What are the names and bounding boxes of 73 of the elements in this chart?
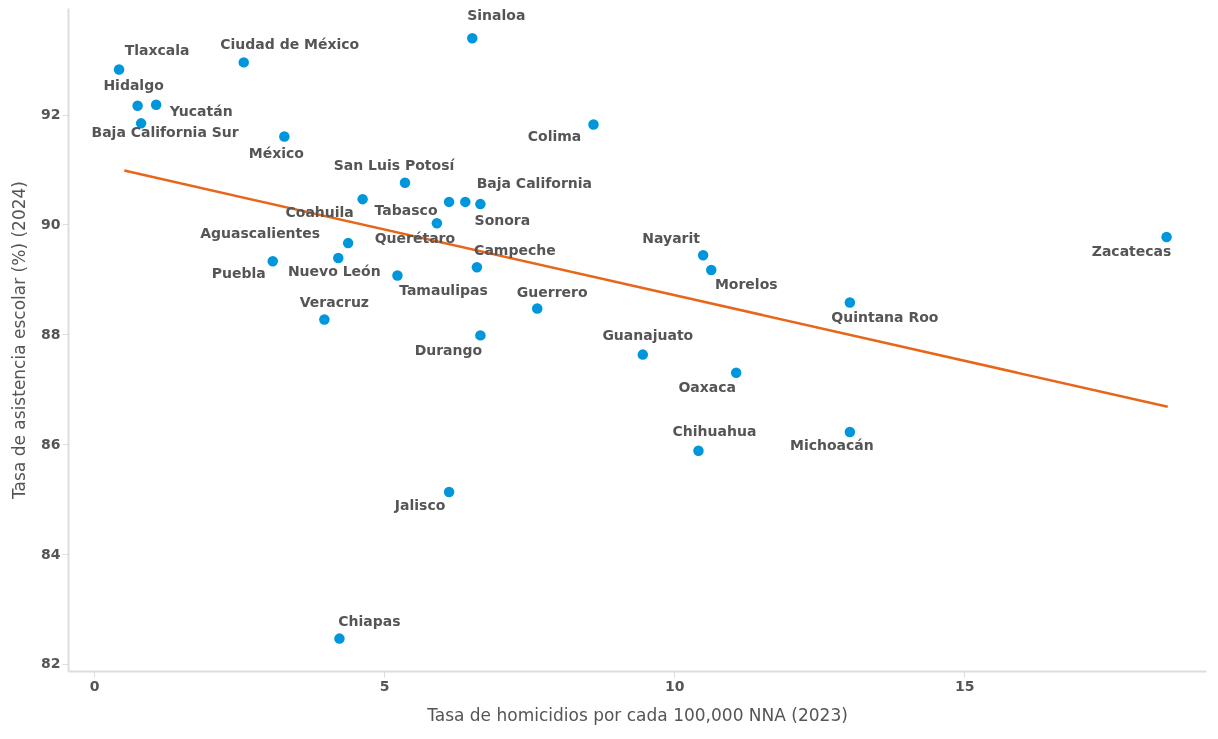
point <box>392 270 403 281</box>
annotation: Veracruz <box>299 294 369 311</box>
y-tick-label: 84 <box>41 545 61 562</box>
annotation: Ciudad de México <box>220 36 360 53</box>
annotation: Nayarit <box>642 230 701 247</box>
point <box>531 303 543 314</box>
annotation: Guerrero <box>516 284 589 301</box>
y-tick-label: 86 <box>41 435 61 452</box>
annotation: Baja California Sur <box>91 124 239 141</box>
annotation: México <box>248 144 305 161</box>
point <box>319 314 330 325</box>
x-tick-label: 0 <box>89 677 100 694</box>
y-axis-title: Tasa de asistencia escolar (%) (2024) <box>9 181 30 500</box>
y-tick-label: 90 <box>41 215 61 232</box>
annotation: Colima <box>527 128 582 145</box>
point <box>443 486 455 498</box>
point <box>693 445 704 456</box>
point <box>706 264 717 276</box>
annotation: Hidalgo <box>103 76 165 93</box>
x-tick-label: 15 <box>954 677 975 694</box>
point <box>334 633 345 644</box>
point <box>342 237 354 249</box>
y-tick-label: 88 <box>41 325 61 342</box>
point <box>475 330 486 341</box>
annotation: Nuevo León <box>287 262 381 279</box>
point <box>637 349 649 360</box>
point <box>697 249 709 261</box>
point <box>267 255 278 267</box>
point <box>132 100 143 112</box>
annotation: Chiapas <box>338 612 401 629</box>
point <box>357 193 368 205</box>
point <box>460 196 471 208</box>
point <box>475 198 486 210</box>
point <box>238 57 249 68</box>
point <box>471 262 483 273</box>
y-tick-label: 92 <box>41 106 61 123</box>
annotation: San Luis Potosí <box>333 156 456 173</box>
point <box>431 218 443 229</box>
annotation: Tabasco <box>374 201 438 218</box>
point <box>844 426 856 438</box>
point <box>279 131 290 142</box>
point <box>150 99 162 110</box>
point <box>443 196 455 208</box>
point <box>730 367 742 378</box>
point <box>113 64 125 75</box>
annotation: Quintana Roo <box>831 309 939 326</box>
annotation: Guanajuato <box>602 326 694 343</box>
annotation: Oaxaca <box>678 378 736 395</box>
annotation: Tlaxcala <box>124 41 190 58</box>
point <box>467 32 478 44</box>
annotation: Tamaulipas <box>399 281 488 298</box>
x-axis-title: Tasa de homicidios por cada 100,000 NNA (2023) <box>426 704 848 725</box>
point <box>588 119 599 130</box>
annotation: Morelos <box>714 276 778 293</box>
annotation: Puebla <box>211 265 266 282</box>
x-tick-label: 5 <box>379 677 390 694</box>
annotation: Durango <box>414 342 483 359</box>
annotation: Zacatecas <box>1091 243 1172 260</box>
annotation: Sonora <box>474 212 531 229</box>
annotation: Chihuahua <box>672 422 757 439</box>
annotation: Aguascalientes <box>200 225 321 242</box>
point <box>399 177 411 188</box>
annotation: Michoacán <box>789 437 874 454</box>
annotation: Jalisco <box>393 496 446 513</box>
annotation: Campeche <box>474 242 556 259</box>
annotation: Baja California <box>476 174 593 191</box>
annotation: Sinaloa <box>467 7 526 24</box>
x-tick-label: 10 <box>664 677 685 694</box>
point <box>333 252 344 264</box>
point <box>844 297 856 308</box>
point <box>1161 231 1172 243</box>
annotation: Yucatán <box>168 102 233 119</box>
y-tick-label: 82 <box>41 655 61 672</box>
